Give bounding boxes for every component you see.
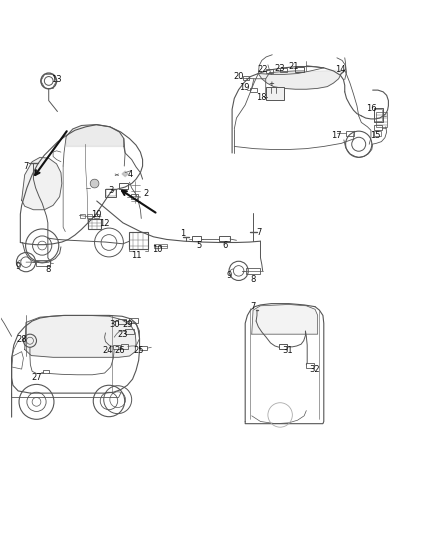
Text: 12: 12: [99, 219, 110, 228]
Bar: [376, 111, 387, 127]
Text: 28: 28: [16, 335, 27, 344]
Bar: [219, 236, 230, 241]
Bar: [192, 236, 201, 241]
Text: 23: 23: [274, 64, 285, 73]
Bar: [118, 319, 127, 324]
Bar: [131, 195, 138, 199]
Text: 9: 9: [227, 271, 232, 280]
Text: 19: 19: [239, 83, 250, 92]
Text: 1: 1: [180, 229, 186, 238]
Text: 8: 8: [251, 275, 256, 284]
Bar: [266, 87, 284, 100]
Bar: [43, 369, 49, 374]
Bar: [130, 232, 148, 249]
Circle shape: [90, 179, 99, 188]
Text: 6: 6: [223, 241, 228, 250]
Bar: [88, 220, 101, 229]
Bar: [141, 346, 148, 350]
Text: 24: 24: [103, 346, 113, 355]
Bar: [161, 244, 166, 248]
Text: 23: 23: [118, 330, 128, 339]
Text: 30: 30: [110, 320, 120, 329]
Text: 7: 7: [23, 163, 29, 172]
Bar: [119, 183, 128, 189]
Text: 21: 21: [289, 62, 299, 71]
Bar: [266, 69, 273, 72]
Text: +: +: [268, 81, 274, 87]
Bar: [243, 76, 249, 80]
Bar: [106, 189, 117, 197]
Text: 32: 32: [310, 365, 320, 374]
Bar: [374, 131, 381, 135]
Bar: [113, 345, 120, 350]
Text: 26: 26: [114, 346, 125, 355]
Bar: [130, 318, 138, 323]
Bar: [80, 214, 85, 217]
Bar: [374, 125, 382, 130]
Text: 2: 2: [143, 189, 148, 198]
Bar: [280, 68, 287, 72]
Text: 27: 27: [31, 373, 42, 382]
Text: 10: 10: [91, 209, 101, 219]
Bar: [374, 108, 383, 122]
Text: 29: 29: [122, 320, 133, 329]
Bar: [87, 214, 92, 217]
Polygon shape: [252, 304, 318, 334]
Text: 18: 18: [256, 93, 266, 102]
Bar: [121, 344, 128, 349]
Text: 9: 9: [15, 262, 21, 271]
Text: 31: 31: [283, 346, 293, 355]
Bar: [346, 131, 354, 135]
Bar: [125, 329, 134, 334]
Text: 15: 15: [370, 131, 381, 140]
Text: 10: 10: [152, 245, 162, 254]
Text: 7: 7: [251, 302, 256, 311]
Polygon shape: [25, 316, 136, 357]
Text: 17: 17: [331, 131, 341, 140]
Text: 3: 3: [108, 187, 113, 196]
Text: 22: 22: [258, 64, 268, 74]
Polygon shape: [21, 157, 62, 210]
Polygon shape: [258, 70, 345, 89]
Text: 14: 14: [335, 64, 346, 74]
Text: 25: 25: [134, 346, 144, 355]
Bar: [106, 189, 116, 196]
Text: 13: 13: [51, 75, 62, 84]
Bar: [295, 67, 304, 72]
Text: 11: 11: [131, 251, 141, 260]
Text: 5: 5: [197, 241, 202, 250]
Text: 4: 4: [127, 171, 133, 179]
Polygon shape: [66, 125, 124, 147]
Bar: [374, 109, 382, 120]
Text: 7: 7: [257, 228, 262, 237]
Text: 8: 8: [45, 265, 50, 274]
Bar: [279, 344, 287, 350]
Bar: [306, 363, 314, 368]
Text: 20: 20: [233, 72, 244, 81]
Bar: [154, 244, 159, 248]
Bar: [36, 260, 50, 265]
Polygon shape: [122, 171, 128, 176]
Text: 16: 16: [366, 104, 376, 113]
Bar: [246, 268, 260, 274]
Bar: [94, 214, 99, 217]
Bar: [251, 88, 257, 92]
